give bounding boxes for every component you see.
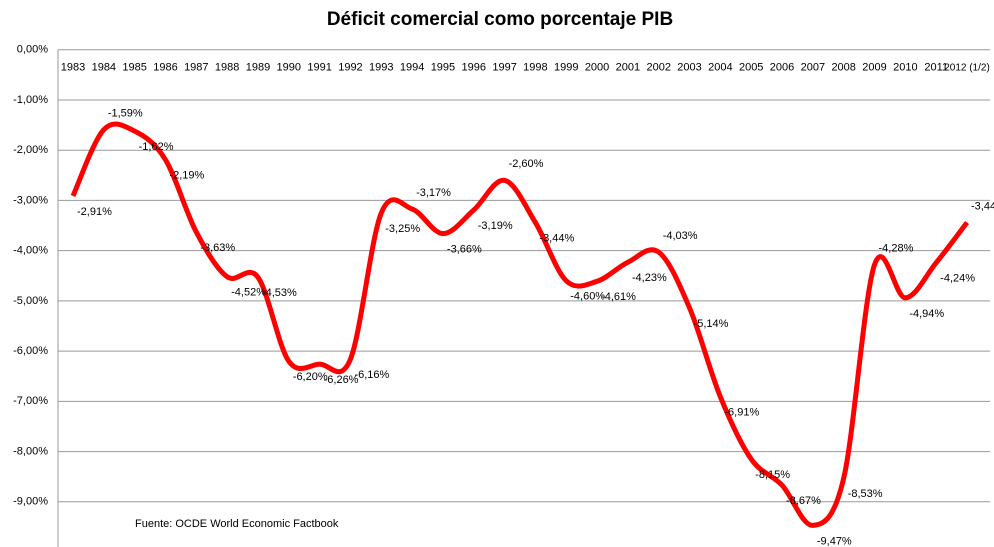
data-label: -3,44% [971, 200, 994, 212]
data-label: -1,59% [108, 108, 143, 120]
x-tick-label: 1993 [369, 62, 393, 74]
data-label: -3,19% [478, 220, 513, 232]
x-tick-label: 1991 [307, 62, 331, 74]
x-tick-label: 2012 (1/2) [944, 62, 990, 73]
y-tick-label: -9,00% [13, 496, 48, 508]
x-tick-label: 1984 [92, 62, 116, 74]
data-label: -6,20% [293, 371, 328, 383]
data-label: -2,60% [509, 158, 544, 170]
y-tick-label: -5,00% [13, 295, 48, 307]
data-label: -6,26% [324, 374, 359, 386]
data-label: -4,60% [570, 291, 605, 303]
y-tick-label: -1,00% [13, 94, 48, 106]
data-label: -4,28% [879, 243, 914, 255]
y-tick-label: 0,00% [17, 44, 48, 56]
data-label: -3,66% [447, 243, 482, 255]
data-label: -6,16% [354, 369, 389, 381]
x-tick-label: 1992 [338, 62, 362, 74]
x-tick-label: 2008 [831, 62, 855, 74]
x-tick-label: 2010 [893, 62, 917, 74]
y-tick-label: -7,00% [13, 395, 48, 407]
data-label: -3,44% [539, 232, 574, 244]
data-label: -3,25% [385, 223, 420, 235]
data-label: -2,19% [169, 170, 204, 182]
y-tick-label: -6,00% [13, 345, 48, 357]
x-tick-label: 1987 [184, 62, 208, 74]
data-label: -4,61% [601, 291, 636, 303]
y-tick-label: -2,00% [13, 144, 48, 156]
data-label: -2,91% [77, 206, 112, 218]
data-label: -4,23% [632, 272, 667, 284]
y-tick-label: -3,00% [13, 194, 48, 206]
y-tick-label: -4,00% [13, 245, 48, 257]
x-tick-label: 2004 [708, 62, 732, 74]
x-tick-label: 2009 [862, 62, 886, 74]
x-tick-label: 2002 [646, 62, 670, 74]
data-label: -4,94% [909, 308, 944, 320]
x-tick-label: 2003 [677, 62, 701, 74]
x-tick-label: 1994 [400, 62, 424, 74]
data-label: -4,53% [262, 287, 297, 299]
data-line [70, 121, 969, 528]
x-tick-label: 1989 [246, 62, 270, 74]
x-tick-label: 2007 [801, 62, 825, 74]
x-tick-label: 1988 [215, 62, 239, 74]
data-label: -8,53% [848, 488, 883, 500]
x-tick-label: 1999 [554, 62, 578, 74]
data-label: -4,24% [940, 273, 975, 285]
source-note: Fuente: OCDE World Economic Factbook [135, 518, 339, 530]
x-tick-label: 2011 [924, 62, 948, 74]
data-label: -4,03% [663, 230, 698, 242]
x-tick-label: 1996 [462, 62, 486, 74]
data-label: -8,15% [755, 469, 790, 481]
data-label: -3,17% [416, 187, 451, 199]
x-tick-label: 1998 [523, 62, 547, 74]
x-tick-label: 2005 [739, 62, 763, 74]
x-tick-label: 1997 [492, 62, 516, 74]
data-label: -3,63% [200, 242, 235, 254]
data-label: -8,67% [786, 495, 821, 507]
chart-title: Déficit comercial como porcentaje PIB [327, 9, 673, 30]
x-tick-label: 2006 [770, 62, 794, 74]
x-tick-label: 1985 [122, 62, 146, 74]
data-label: -1,62% [139, 141, 174, 153]
x-tick-label: 1986 [153, 62, 177, 74]
x-tick-label: 1990 [277, 62, 301, 74]
data-label: -5,14% [694, 318, 729, 330]
y-tick-label: -8,00% [13, 445, 48, 457]
data-label: -6,91% [724, 407, 759, 419]
x-tick-label: 1995 [431, 62, 455, 74]
x-tick-label: 2001 [616, 62, 640, 74]
data-label: -4,52% [231, 287, 266, 299]
x-tick-label: 2000 [585, 62, 609, 74]
x-tick-label: 1983 [61, 62, 85, 74]
data-label: -9,47% [817, 535, 852, 547]
